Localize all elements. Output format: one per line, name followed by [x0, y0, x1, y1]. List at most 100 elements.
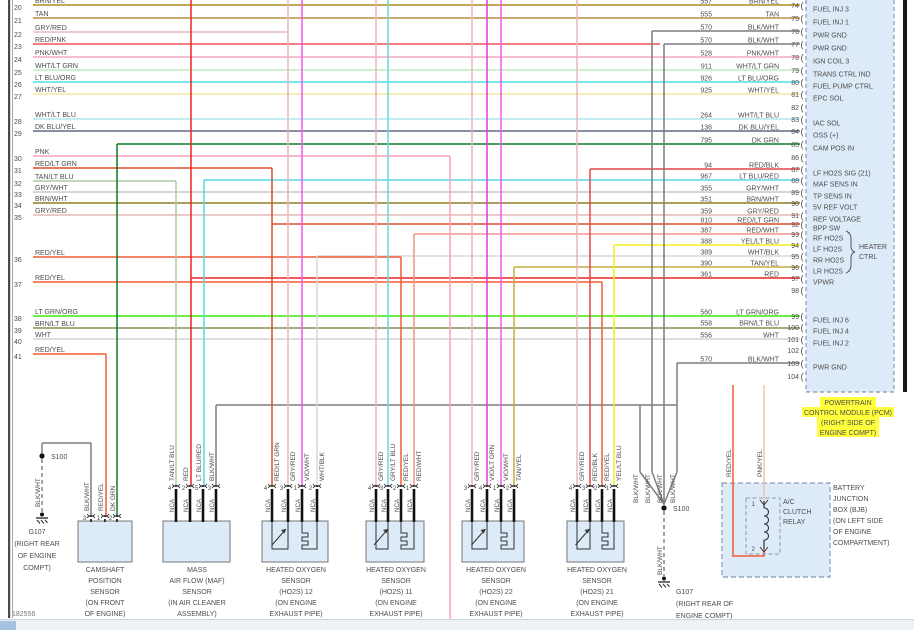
right-frame [903, 0, 907, 392]
pcm-label-highlight [817, 417, 879, 427]
nca-label: NCA [583, 498, 590, 512]
splice-label: S100 [51, 454, 67, 461]
pcm-wire-number: 351 [700, 197, 712, 204]
pcm-wire-color: BRN/LT BLU [739, 321, 779, 328]
pcm-wire-color: WHT/BLK [748, 250, 779, 257]
connector-break-icon [171, 483, 181, 489]
pcm-pin-number: 103 [787, 361, 799, 368]
pcm-pin-number: 92 [791, 222, 799, 229]
left-row-number: 39 [14, 328, 22, 335]
pcm-pin-bracket-icon: ( [801, 312, 804, 322]
pcm-wire-color: WHT/YEL [748, 88, 779, 95]
pcm-pin-function: TP SENS IN [813, 194, 852, 201]
left-row-number: 28 [14, 119, 22, 126]
pcm-pin-function: PWR GND [813, 46, 847, 53]
left-row-number: 27 [14, 94, 22, 101]
left-row-number: 36 [14, 257, 22, 264]
pin-wire-color-label: BLK/WHT [209, 452, 216, 481]
pcm-pin-function: IAC SOL [813, 121, 841, 128]
connector-break-icon [597, 483, 607, 489]
ho2s-21-label: (ON ENGINE [576, 600, 618, 607]
o2-arrowhead-icon [584, 529, 590, 534]
heater-ctrl-label: CTRL [859, 254, 877, 261]
pcm-pin-function: REF VOLTAGE [813, 217, 861, 224]
ho2s-12-label: EXHAUST PIPE) [269, 611, 322, 618]
pcm-pin-number: 95 [791, 254, 799, 261]
pcm-pin-bracket-icon: ( [801, 230, 804, 240]
pcm-wire-color: WHT [763, 333, 780, 340]
pin-wire-color-label: GRY/LT BLU [390, 443, 397, 481]
camshaft-position-sensor [77, 520, 133, 563]
wire-color-label: BLK/WHT [35, 478, 42, 507]
left-row-number: 38 [14, 316, 22, 323]
connector-break-icon [312, 483, 322, 489]
pin-wire-color-label: RED/YEL [98, 483, 105, 511]
nca-label: NCA [310, 498, 317, 512]
left-row-color: WHT/YEL [35, 87, 66, 94]
pcm-wire-number: 528 [700, 51, 712, 58]
o2-cell-icon [576, 521, 591, 550]
pcm-wire-number: 94 [704, 163, 712, 170]
ho2s-22-label: SENSOR [481, 578, 511, 585]
pcm-pin-function: RR HO2S [813, 258, 844, 265]
nca-label: NCA [281, 498, 288, 512]
pin-number: 4 [479, 486, 483, 492]
ho2s-11-label: HEATED OXYGEN [366, 567, 426, 574]
pcm-pin-number: 101 [787, 337, 799, 344]
pin-number: 1 [493, 486, 497, 492]
pcm-wire-number: 570 [700, 357, 712, 364]
pcm-wire-number: 387 [700, 228, 712, 235]
ac-clutch-relay-label: RELAY [783, 519, 806, 526]
splice-dot-icon [661, 505, 667, 511]
connector-break-icon [482, 483, 492, 489]
pcm-pin-number: 100 [787, 325, 799, 332]
pcm-module-label: POWERTRAIN [824, 400, 871, 407]
connector-break-icon [297, 483, 307, 489]
pcm-wire-color: BLK/WHT [748, 357, 780, 364]
left-row-color: RED/YEL [35, 275, 65, 282]
pcm-pin-bracket-icon: ( [801, 346, 804, 356]
pcm-pin-number: 85 [791, 142, 799, 149]
pcm-wire-number: 926 [700, 76, 712, 83]
pcm-pin-number: 97 [791, 276, 799, 283]
pcm-pin-number: 74 [791, 3, 799, 10]
pcm-module-label: (RIGHT SIDE OF [821, 420, 875, 427]
pin-number: 1 [406, 486, 410, 492]
wire-diag [663, 471, 678, 505]
pcm-pin-bracket-icon: ( [801, 372, 804, 382]
relay-coil-icon [763, 507, 770, 541]
pin-number: 2 [506, 486, 510, 492]
left-row-color: BRN/LT BLU [35, 321, 75, 328]
wire-diag [651, 471, 665, 505]
wire-diag [639, 471, 665, 505]
pin-wire-color-label: RED/YEL [403, 453, 410, 481]
pin-wire-color-label: VIO/WHT [503, 453, 510, 481]
pcm-pin-function: PWR GND [813, 33, 847, 40]
pin-number: 3 [83, 516, 87, 522]
pcm-pin-number: 96 [791, 265, 799, 272]
pcm-wire-color: BRN/YEL [749, 0, 779, 6]
pin-wire-color-label: RED/LT GRN [274, 442, 281, 481]
heater-ctrl-brace-icon [845, 230, 856, 274]
pcm-pin-bracket-icon: ( [801, 176, 804, 186]
pcm-pin-bracket-icon: ( [801, 188, 804, 198]
pcm-wire-color: LT BLU/RED [739, 174, 779, 181]
bjb-label: COMPARTMENT) [833, 540, 890, 547]
wire-color-label: BLK/WHT [670, 474, 677, 503]
ho2s-22-label: EXHAUST PIPE) [469, 611, 522, 618]
ground-icon [658, 583, 663, 588]
connector-break-icon [496, 483, 506, 489]
pin-wire-color-label: TAN/YEL [516, 454, 523, 481]
pcm-pin-function: TRANS CTRL IND [813, 72, 871, 79]
wire-color-label: BLK/WHT [657, 546, 664, 575]
pin-wire-color-label: VIO/LT GRN [489, 444, 496, 481]
wire-color-label: BLK/WHT [633, 474, 640, 503]
nca-label: NCA [465, 498, 472, 512]
pin-number: 2 [594, 486, 598, 492]
pcm-pin-function: IGN COIL 3 [813, 59, 849, 66]
pcm-pin-bracket-icon: ( [801, 220, 804, 230]
left-row-color: LT GRN/ORG [35, 309, 78, 316]
nca-label: NCA [494, 498, 501, 512]
nca-label: NCA [570, 498, 577, 512]
